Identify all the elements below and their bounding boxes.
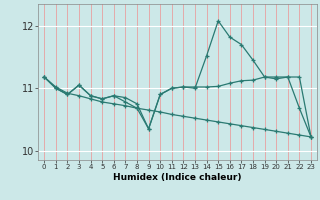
X-axis label: Humidex (Indice chaleur): Humidex (Indice chaleur) — [113, 173, 242, 182]
